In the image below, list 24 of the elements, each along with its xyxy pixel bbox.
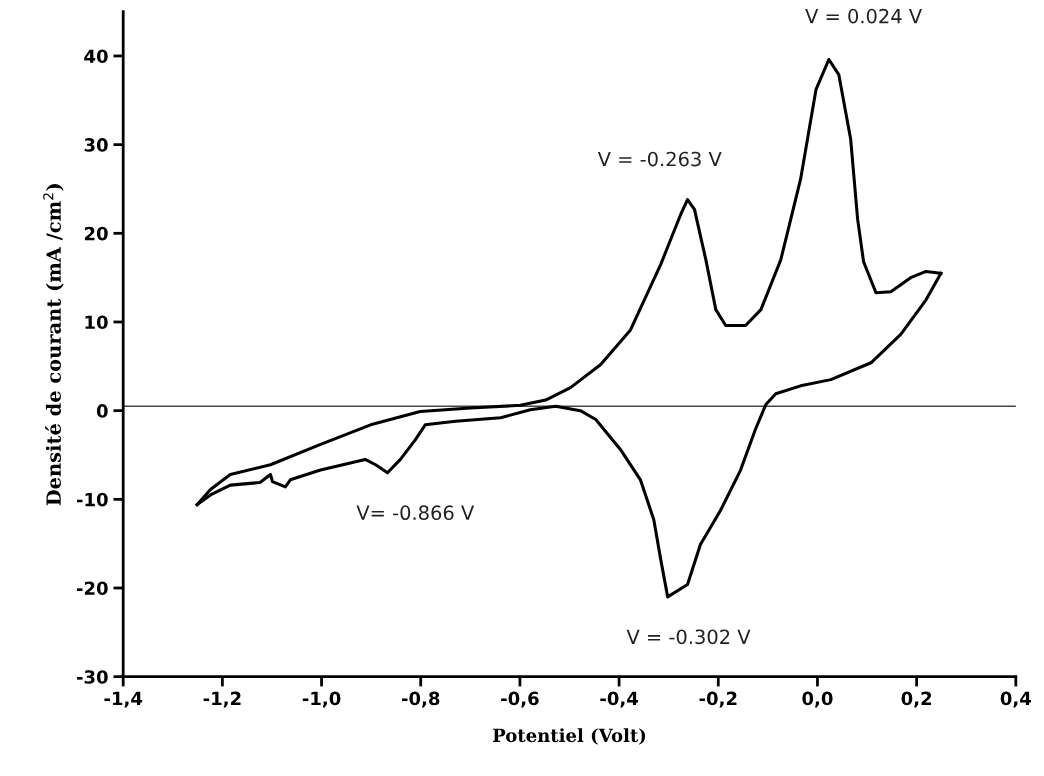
x-tick-label: -0,4 <box>600 691 638 708</box>
x-axis-title: Potentiel (Volt) <box>493 728 646 745</box>
x-tick-label: 0,2 <box>901 691 932 708</box>
y-tick-label: -20 <box>76 581 108 596</box>
x-tick-label: 0,0 <box>802 691 833 708</box>
y-tick-label: -30 <box>76 670 108 684</box>
annotation: V = -0.263 V <box>597 151 722 167</box>
y-tick-label: 10 <box>85 315 108 330</box>
annotation: V= -0.866 V <box>356 505 475 521</box>
x-tick-label: -1,4 <box>104 691 143 708</box>
x-tick-label: -1,0 <box>302 691 341 708</box>
x-tick-label: -0,6 <box>501 691 539 708</box>
y-axis-title: Densité de courant (mA /cm$^{2}$) <box>43 184 64 506</box>
y-tick-label: 0 <box>96 404 108 418</box>
x-tick-label: -1,2 <box>203 691 241 708</box>
y-tick-label: 30 <box>84 138 108 152</box>
y-tick-label: -10 <box>76 492 108 507</box>
x-tick-label: -0,2 <box>699 691 737 708</box>
y-tick-label: 40 <box>84 49 108 64</box>
annotation: V = -0.302 V <box>626 629 751 645</box>
x-tick-label: 0,4 <box>1000 691 1031 708</box>
x-tick-label: -0,8 <box>401 691 440 708</box>
annotation: V = 0.024 V <box>805 8 922 24</box>
y-tick-label: 20 <box>84 226 108 241</box>
